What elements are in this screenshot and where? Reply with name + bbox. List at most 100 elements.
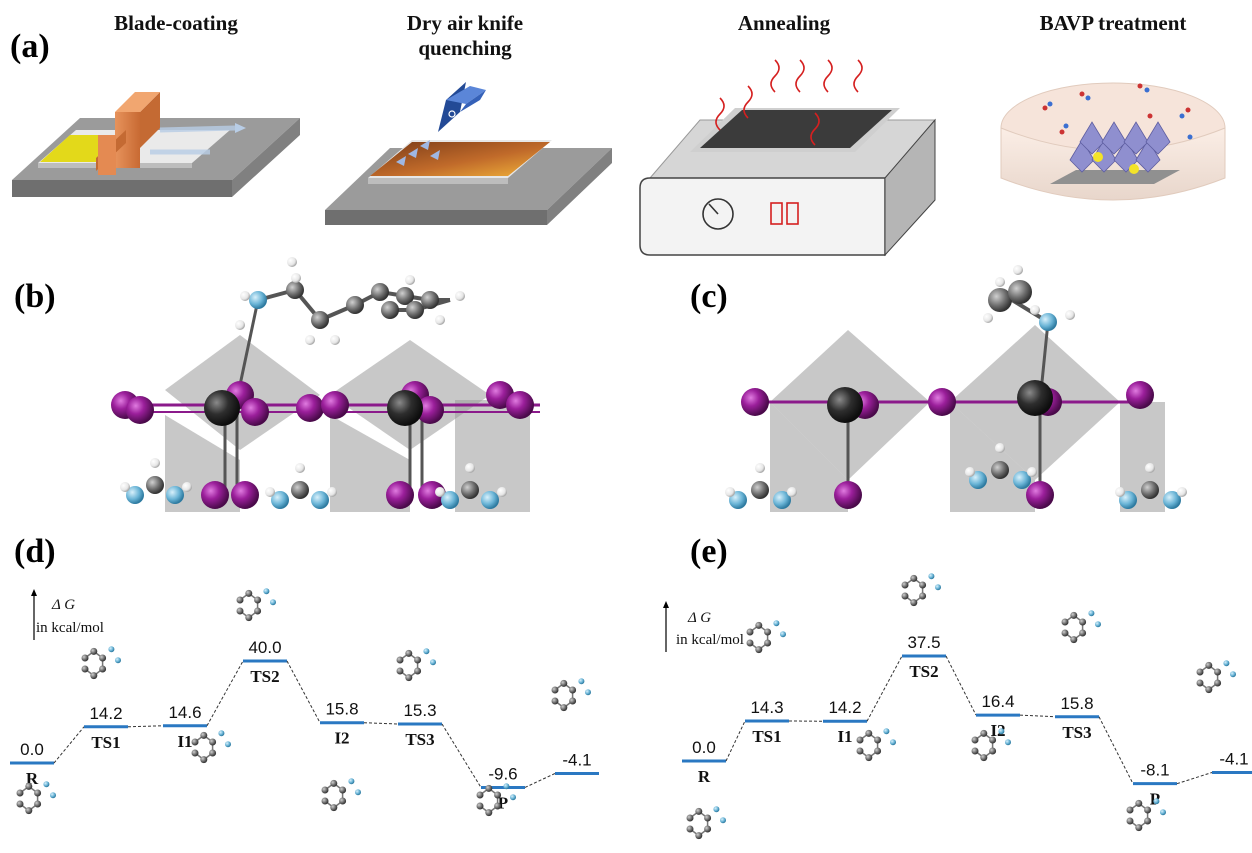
carbon-atom: [236, 596, 244, 604]
carbon-atom: [569, 697, 577, 705]
nitrogen-atom: [585, 689, 591, 696]
bavp-dish-illustration: [1000, 82, 1226, 201]
nitrogen-atom: [1153, 798, 1160, 805]
carbon-atom: [339, 786, 347, 794]
hydrogen-atom: [995, 277, 1005, 287]
carbon-atom: [901, 581, 909, 589]
carbon-atom: [1061, 629, 1069, 637]
state-label-p: P: [498, 793, 508, 812]
carbon-atom: [901, 592, 909, 600]
carbon-atom: [191, 749, 199, 757]
carbon-atom: [90, 647, 98, 655]
air-knife-illustration: [325, 82, 612, 225]
carbon-atom: [81, 654, 89, 662]
path-connector: [1098, 716, 1134, 784]
nitrogen-atom: [1088, 610, 1095, 617]
hydrogen-atom: [305, 335, 315, 345]
state-label-ts1: TS1: [91, 733, 120, 752]
state-label-ts2: TS2: [250, 667, 279, 686]
carbon-atom: [1079, 618, 1087, 626]
step-title-air-knife-1: Dry air knife: [407, 11, 523, 35]
energy-value-label: 14.3: [750, 698, 783, 717]
process-step-titles: Blade-coating Dry air knife quenching An…: [114, 11, 1186, 60]
carbon-atom: [396, 287, 414, 305]
nitrogen-atom: [115, 657, 121, 664]
carbon-atom: [755, 621, 763, 629]
hydrogen-atom: [1027, 467, 1037, 477]
carbon-atom: [25, 807, 33, 815]
heat-waves: [715, 59, 863, 146]
carbon-atom: [551, 697, 559, 705]
iodine-atom: [416, 396, 444, 424]
carbon-atom: [330, 779, 338, 787]
carbon-atom: [919, 581, 927, 589]
carbon-atom: [1135, 799, 1143, 807]
state-label-i1: I1: [177, 732, 192, 751]
state-label-ts3: TS3: [405, 730, 434, 749]
hydrogen-atom: [265, 487, 275, 497]
iodine-atom: [386, 481, 414, 509]
hydrogen-atom: [295, 463, 305, 473]
iodine-atom: [296, 394, 324, 422]
carbon-atom: [1144, 806, 1152, 814]
energy-axis-unit-e: in kcal/mol: [676, 632, 744, 648]
carbon-atom: [1205, 661, 1213, 669]
nitrogen-atom: [108, 646, 115, 653]
iodine-atom: [834, 481, 862, 509]
energy-value-label: 40.0: [248, 638, 281, 657]
energy-value-label: -9.6: [488, 764, 517, 783]
step-title-annealing: Annealing: [738, 11, 831, 35]
nitrogen-atom: [481, 491, 499, 509]
carbon-atom: [560, 679, 568, 687]
path-connector: [524, 773, 556, 788]
hydrogen-atom: [1065, 310, 1075, 320]
carbon-atom: [346, 296, 364, 314]
carbon-atom: [405, 674, 413, 682]
energy-value-label: 14.6: [168, 703, 201, 722]
carbon-atom: [764, 639, 772, 647]
carbon-atom: [245, 614, 253, 622]
carbon-atom: [254, 607, 262, 615]
carbon-atom: [191, 738, 199, 746]
hydrogen-atom: [965, 467, 975, 477]
octahedron: [770, 402, 848, 512]
carbon-atom: [1079, 629, 1087, 637]
carbon-atom: [461, 481, 479, 499]
carbon-atom: [991, 461, 1009, 479]
hydrogen-atom: [1013, 265, 1023, 275]
carbon-atom: [874, 736, 882, 744]
carbon-atom: [330, 804, 338, 812]
state-label-ts2: TS2: [909, 662, 938, 681]
carbon-atom: [1214, 668, 1222, 676]
energy-diagram-d: 0.0R14.2TS114.6I140.0TS215.8I215.3TS3-9.…: [10, 588, 599, 817]
carbon-atom: [339, 797, 347, 805]
hydrogen-atom: [235, 320, 245, 330]
carbon-atom: [971, 736, 979, 744]
crystal-structure-c: [725, 265, 1187, 512]
nitrogen-atom: [43, 781, 50, 788]
energy-value-label: 15.8: [325, 700, 358, 719]
nitrogen-atom: [503, 783, 510, 790]
carbon-atom: [245, 589, 253, 597]
carbon-atom: [865, 729, 873, 737]
hydrogen-atom: [327, 487, 337, 497]
hydrogen-atom: [1145, 463, 1155, 473]
nitrogen-atom: [935, 584, 941, 591]
carbon-atom: [704, 814, 712, 822]
carbon-atom: [34, 789, 42, 797]
energy-value-label: 0.0: [20, 740, 44, 759]
energy-value-label: 15.8: [1060, 694, 1093, 713]
carbon-atom: [494, 791, 502, 799]
hotplate-illustration: [639, 59, 937, 257]
panel-label-e: (e): [690, 533, 728, 570]
nitrogen-atom: [270, 599, 276, 606]
step-title-air-knife-2: quenching: [418, 36, 512, 60]
carbon-atom: [396, 656, 404, 664]
state-label-ts3: TS3: [1062, 723, 1091, 742]
nitrogen-atom: [578, 678, 585, 685]
carbon-atom: [910, 574, 918, 582]
carbon-atom: [1070, 636, 1078, 644]
carbon-atom: [321, 786, 329, 794]
carbon-atom: [485, 809, 493, 817]
